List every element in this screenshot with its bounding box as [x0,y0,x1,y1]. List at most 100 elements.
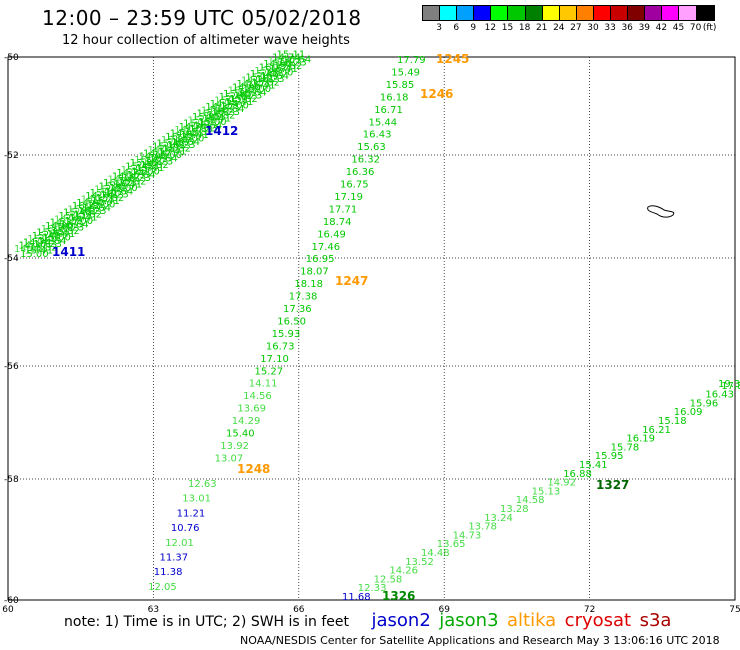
dense-track-value: 14.74 [148,145,177,156]
colorbar-label: 45 [672,23,685,33]
lon-tick-label: 69 [438,605,450,615]
dense-track-value: 16.64 [38,236,67,247]
jason2-value: 12.05 [148,582,177,593]
dense-track-value: 16.64 [260,71,289,82]
dense-track-value: 15.82 [251,77,280,88]
map-grid [8,57,735,600]
dense-track-value: 15.11 [245,72,274,83]
jason3-value: 19.3 [718,379,740,390]
colorbar-cell [696,6,714,20]
legend-note: note: 1) Time is in UTC; 2) SWH is in fe… [64,614,350,630]
dense-track-value: 15.82 [274,61,303,72]
legend: note: 1) Time is in UTC; 2) SWH is in fe… [64,610,671,631]
dense-track-value: 16.64 [127,170,156,181]
dense-track-value: 16.64 [171,137,200,148]
dense-track-value: 15.85 [223,89,252,100]
altika-value: 16.36 [346,167,375,178]
dense-track-value: 15.00 [20,249,49,260]
kerguelen-island-outline [647,205,675,218]
dense-track-value: 14.74 [179,122,208,133]
dense-track-value: 15.82 [162,143,191,154]
dense-track-value: 16.22 [103,178,132,189]
colorbar-cell [679,6,697,20]
colorbar-label: 24 [553,23,565,33]
jason2-value: 11.21 [177,508,206,519]
map-title: 12:00 – 23:59 UTC 05/02/2018 [42,6,362,30]
colorbar-cell [440,6,458,20]
altika-value: 15.93 [272,329,301,340]
dense-track-value: 15.85 [130,158,159,169]
dense-track-value: 16.64 [216,104,245,115]
altika-value: 13.92 [220,441,249,452]
lat-tick-label: -58 [4,475,19,485]
dense-track-value: 15.41 [47,229,76,240]
jason3-pass-label: 1327 [596,478,629,492]
colorbar-label: 15 [501,23,514,33]
dense-track-value: 14.37 [143,148,172,159]
dense-track-value: 15.82 [140,160,169,171]
dense-track-value: 16.22 [165,132,194,143]
altika-value: 13.07 [215,453,244,464]
credit-line: NOAA/NESDIS Center for Satellite Applica… [240,634,720,647]
altika-value: 16.95 [306,254,335,265]
lat-tick-label: -52 [4,151,19,161]
jason3-value: 15.78 [611,442,640,453]
dense-track-value: 16.23 [256,74,285,85]
jason3-value: 13.28 [500,504,529,515]
lon-tick-label: 60 [2,605,14,615]
colorbar-label: 27 [570,23,582,33]
colorbar-label: 30 [587,23,599,33]
altika-pass-label: 1245 [436,52,469,66]
dense-track-value: 14.74 [116,168,145,179]
jason3-value: 16.43 [705,390,734,401]
colorbar-unit: (ft) [702,23,717,33]
jason3-value: 13.52 [405,557,434,568]
altika-value: 18.07 [300,267,329,278]
altika-pass-label: 1247 [335,274,368,288]
dense-track-value: 15.41 [180,130,209,141]
dense-track-value: 14.00 [139,152,168,163]
dense-track-value: 15.00 [176,134,205,145]
dense-track-value: 15.82 [96,193,125,204]
dense-track-value: 15.48 [94,185,123,196]
colorbar-cell [491,6,509,20]
dense-track-value: 14.00 [232,82,261,93]
colorbar-cell [457,6,475,20]
dense-track-value: 15.82 [73,209,102,220]
colorbar-label: 6 [453,23,460,33]
colorbar-cell [593,6,612,20]
jason3-value: 13.78 [468,522,497,533]
dense-track-value: 15.48 [156,138,185,149]
legend-s3a: s3a [639,610,672,631]
dense-track-value: 15.48 [63,208,92,219]
altika-value: 16.73 [266,341,295,352]
dense-track-value: 15.82 [29,242,58,253]
altika-pass-label: 1246 [420,87,453,101]
altika-value: 18.18 [294,279,323,290]
colorbar-cell [576,6,594,20]
lon-tick-label: 72 [584,605,595,615]
altika-value: 18.74 [323,217,352,228]
dense-track-value: 16.23 [56,223,85,234]
altika-value: 16.75 [340,180,369,191]
legend-jason3: jason3 [439,610,499,631]
dense-track-value: 15.41 [91,196,120,207]
dense-track-value: 15.48 [250,69,279,80]
dense-track-value: 14.74 [210,99,239,110]
jason2-value: 11.37 [160,553,189,564]
dense-track-value: 15.41 [113,180,142,191]
dense-track-value: 15.00 [42,233,71,244]
dense-track-value: 15.00 [198,117,227,128]
jason2-value: 10.76 [171,523,200,534]
dense-track-value: 16.64 [149,153,178,164]
altika-value: 15.40 [226,429,255,440]
dense-track-value: 16.23 [278,58,307,69]
dense-track-value: 14.00 [263,59,292,70]
colorbar-label: 39 [638,23,651,33]
colorbar-label: 42 [655,23,668,33]
lon-tick-label: 63 [148,605,159,615]
colorbar-label: 21 [535,23,548,33]
dense-track-value: 15.85 [192,112,221,123]
axis-tick-labels: 60 63 66 69 72 75 -50 -52 -54 -56 -58 -60 [2,53,740,615]
